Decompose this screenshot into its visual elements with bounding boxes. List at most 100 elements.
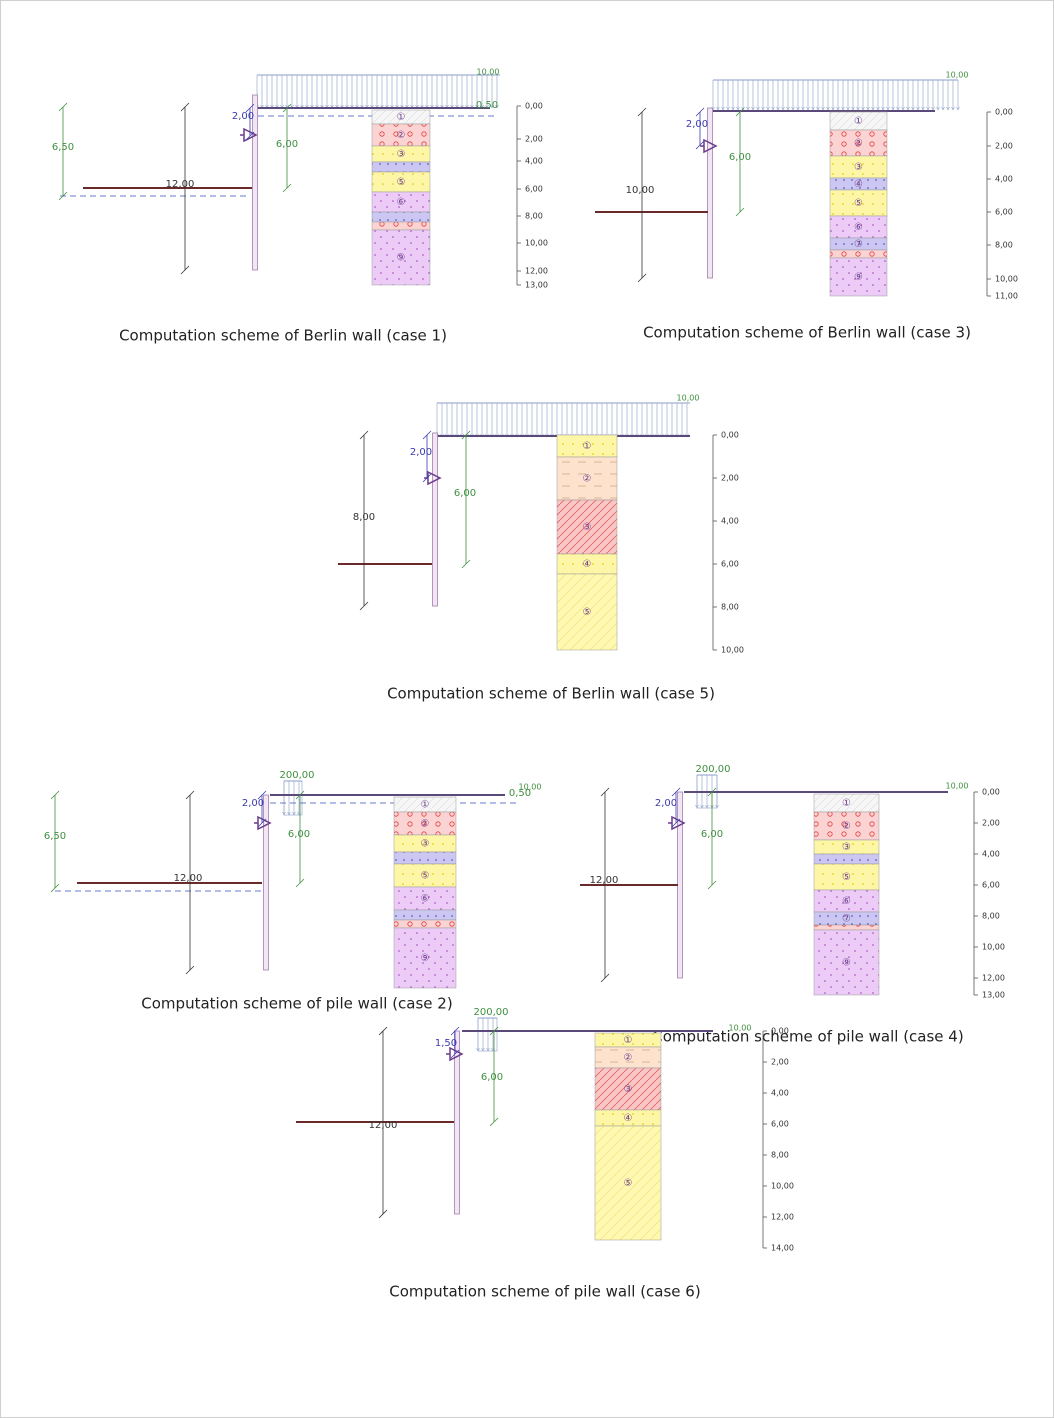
dimension-tick	[185, 965, 195, 975]
dimension-label: 8,00	[353, 512, 375, 523]
dimension-label: 2,00	[410, 447, 432, 458]
anchor	[700, 138, 718, 154]
dimension-label: 6,50	[52, 142, 74, 153]
depth-label: 4,00	[995, 175, 1013, 184]
scheme: 200,00 10,00 ① ② ③ ⑤ ⑥ ⑦ ⑨ 2,00 6,00 12,00 0,00 2,00 4…	[580, 764, 1005, 1046]
point-load	[282, 811, 286, 816]
scheme: 200,00 10,00 ① ② ③ ④ ⑤ 1,50 6,00 12,00 0,00 2,00 4,0…	[296, 1007, 794, 1301]
dimension-tick	[245, 103, 255, 113]
dimension-tick	[450, 1049, 460, 1059]
depth-label: 4,00	[525, 157, 543, 166]
soil-label: ⑥	[397, 197, 406, 208]
soil-label: ②	[397, 130, 406, 141]
soil-layer	[393, 851, 457, 865]
soil-label: ③	[583, 522, 592, 533]
soil-layer	[813, 929, 880, 996]
depth-label: 2,00	[995, 142, 1013, 151]
soil-label: ③	[624, 1084, 633, 1095]
depth-label: 12,00	[982, 974, 1005, 983]
depth-label: 2,00	[771, 1058, 789, 1067]
dimension-tick	[359, 601, 369, 611]
soil-label: ①	[583, 441, 592, 452]
dimension-tick	[489, 1026, 499, 1036]
dimension-tick	[359, 430, 369, 440]
depth-label: 4,00	[982, 850, 1000, 859]
soil-label: ⑨	[421, 953, 430, 964]
anchor	[668, 815, 686, 831]
soil-label: ②	[421, 819, 430, 830]
dimension-tick	[422, 430, 432, 440]
depth-label: 10,00	[721, 646, 744, 655]
load-label: 10,00	[946, 782, 969, 791]
soil-layer	[371, 221, 431, 231]
soil-label: ⑨	[842, 958, 851, 969]
dimension-tick	[707, 787, 717, 797]
depth-label: 12,00	[525, 267, 548, 276]
depth-label: 0,00	[721, 431, 739, 440]
soil-label: ⑨	[854, 272, 863, 283]
surcharge-load	[490, 104, 494, 109]
soil-label: ①	[397, 112, 406, 123]
point-load	[700, 804, 704, 809]
soil-layer	[594, 1125, 662, 1241]
soil-layer	[813, 853, 880, 865]
anchor	[254, 815, 272, 831]
dimension-tick	[50, 883, 60, 893]
dimension-tick	[282, 183, 292, 193]
depth-label: 2,00	[525, 135, 543, 144]
dimension-tick	[461, 430, 471, 440]
anchor	[446, 1046, 464, 1062]
point-load	[486, 1047, 490, 1052]
soil-label: ④	[854, 179, 863, 190]
water-label: 0,50	[509, 788, 531, 799]
soil-label: ②	[842, 821, 851, 832]
point-load	[287, 811, 291, 816]
depth-label: 11,00	[995, 292, 1018, 301]
point-load	[695, 804, 699, 809]
dimension-label: 10,00	[626, 185, 655, 196]
scheme: 10,00 0,50 ① ② ③ ⑤ ⑥ ⑨ 2,00 6,00 6,50 12,00 0,00 2,00…	[52, 68, 548, 345]
soil-layer	[813, 863, 880, 891]
soil-layer	[829, 249, 888, 259]
depth-label: 10,00	[995, 275, 1018, 284]
depth-label: 6,00	[982, 881, 1000, 890]
dimension-tick	[50, 790, 60, 800]
wall	[432, 432, 438, 607]
depth-label: 8,00	[525, 212, 543, 221]
depth-label: 8,00	[771, 1151, 789, 1160]
soil-layer	[393, 927, 457, 989]
dimension-tick	[58, 191, 68, 201]
caption: Computation scheme of Berlin wall (case …	[387, 685, 715, 703]
dimension-tick	[489, 1117, 499, 1127]
point-load-label: 200,00	[696, 764, 731, 775]
dimension-tick	[282, 103, 292, 113]
wall	[454, 1030, 460, 1215]
depth-label: 8,00	[982, 912, 1000, 921]
caption: Computation scheme of pile wall (case 4)	[652, 1028, 963, 1046]
depth-label: 13,00	[525, 281, 548, 290]
depth-label: 6,00	[721, 560, 739, 569]
soil-label: ①	[842, 798, 851, 809]
caption: Computation scheme of Berlin wall (case …	[119, 327, 447, 345]
dimension-label: 2,00	[232, 111, 254, 122]
soil-label: ①	[854, 116, 863, 127]
dimension-tick	[637, 273, 647, 283]
soil-layer	[556, 499, 618, 555]
dimension-label: 6,00	[276, 139, 298, 150]
soil-layer	[829, 189, 888, 217]
point-load-label: 200,00	[280, 770, 315, 781]
dimension-tick	[695, 107, 705, 117]
soil-label: ⑤	[854, 198, 863, 209]
soil-label: ②	[583, 474, 592, 485]
depth-label: 2,00	[982, 819, 1000, 828]
soil-label: ②	[624, 1053, 633, 1064]
dimension-tick	[735, 107, 745, 117]
dimension-label: 6,00	[701, 829, 723, 840]
dimension-label: 6,00	[454, 488, 476, 499]
soil-label: ④	[624, 1113, 633, 1124]
soil-layer	[371, 229, 431, 286]
soil-label: ③	[842, 842, 851, 853]
dimension-tick	[295, 878, 305, 888]
dimension-label: 12,00	[590, 875, 619, 886]
soil-label: ⑤	[583, 607, 592, 618]
